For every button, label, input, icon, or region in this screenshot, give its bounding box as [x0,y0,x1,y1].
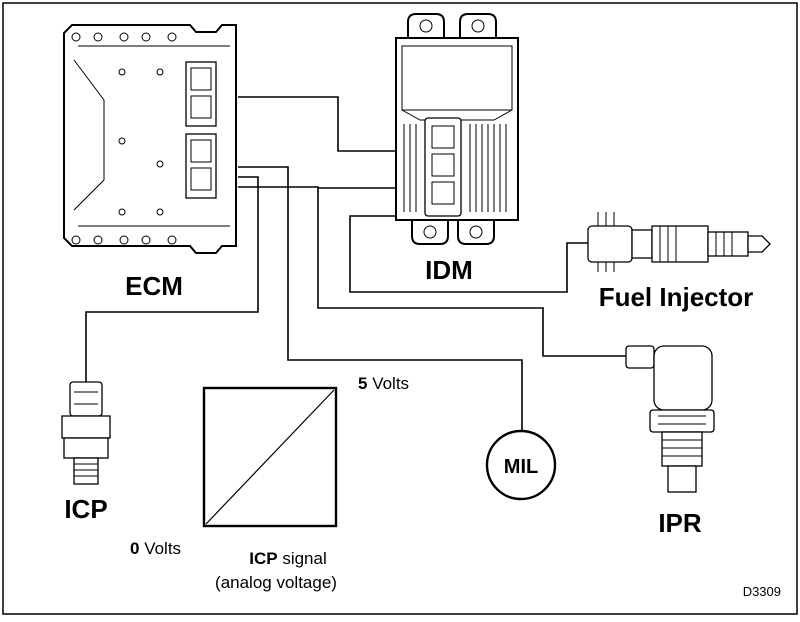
mil-lamp-icon [485,429,557,501]
graph-title: ICP signal [249,549,327,568]
idm-label: IDM [425,255,473,285]
ecm-module [63,24,237,254]
graph-top-label: 5 Volts [358,374,409,393]
signal-graph-line [205,389,335,525]
figure-id-label: D3309 [743,584,781,599]
mil-label: MIL [504,456,538,478]
wire-ecm-to-idm [238,96,398,152]
graph-bottom-label: 0 Volts [130,539,181,558]
ipr-label: IPR [658,508,702,538]
ipr-valve-icon [625,345,715,493]
ecm-connector-lower [185,133,217,199]
graph-subtitle: (analog voltage) [215,573,337,592]
wiring-harness [85,96,628,432]
idm-connector [424,117,462,217]
icp-label: ICP [64,494,107,524]
wire-ecm-to-ipr [238,186,628,357]
ecm-mounting-holes [71,32,177,245]
idm-module [395,13,519,245]
wire-ecm-to-icp [85,176,259,382]
idm-cooling-fins [403,124,507,212]
wire-ecm-to-mil [238,166,523,432]
ecm-connector-upper [185,61,217,127]
fuel-injector-label: Fuel Injector [599,282,754,312]
wire-idm-to-injector [349,215,590,293]
icp-sensor-icon [61,381,111,485]
icp-signal-graph [202,386,338,528]
ecm-label: ECM [125,271,183,301]
fuel-injector-icon [587,212,771,272]
